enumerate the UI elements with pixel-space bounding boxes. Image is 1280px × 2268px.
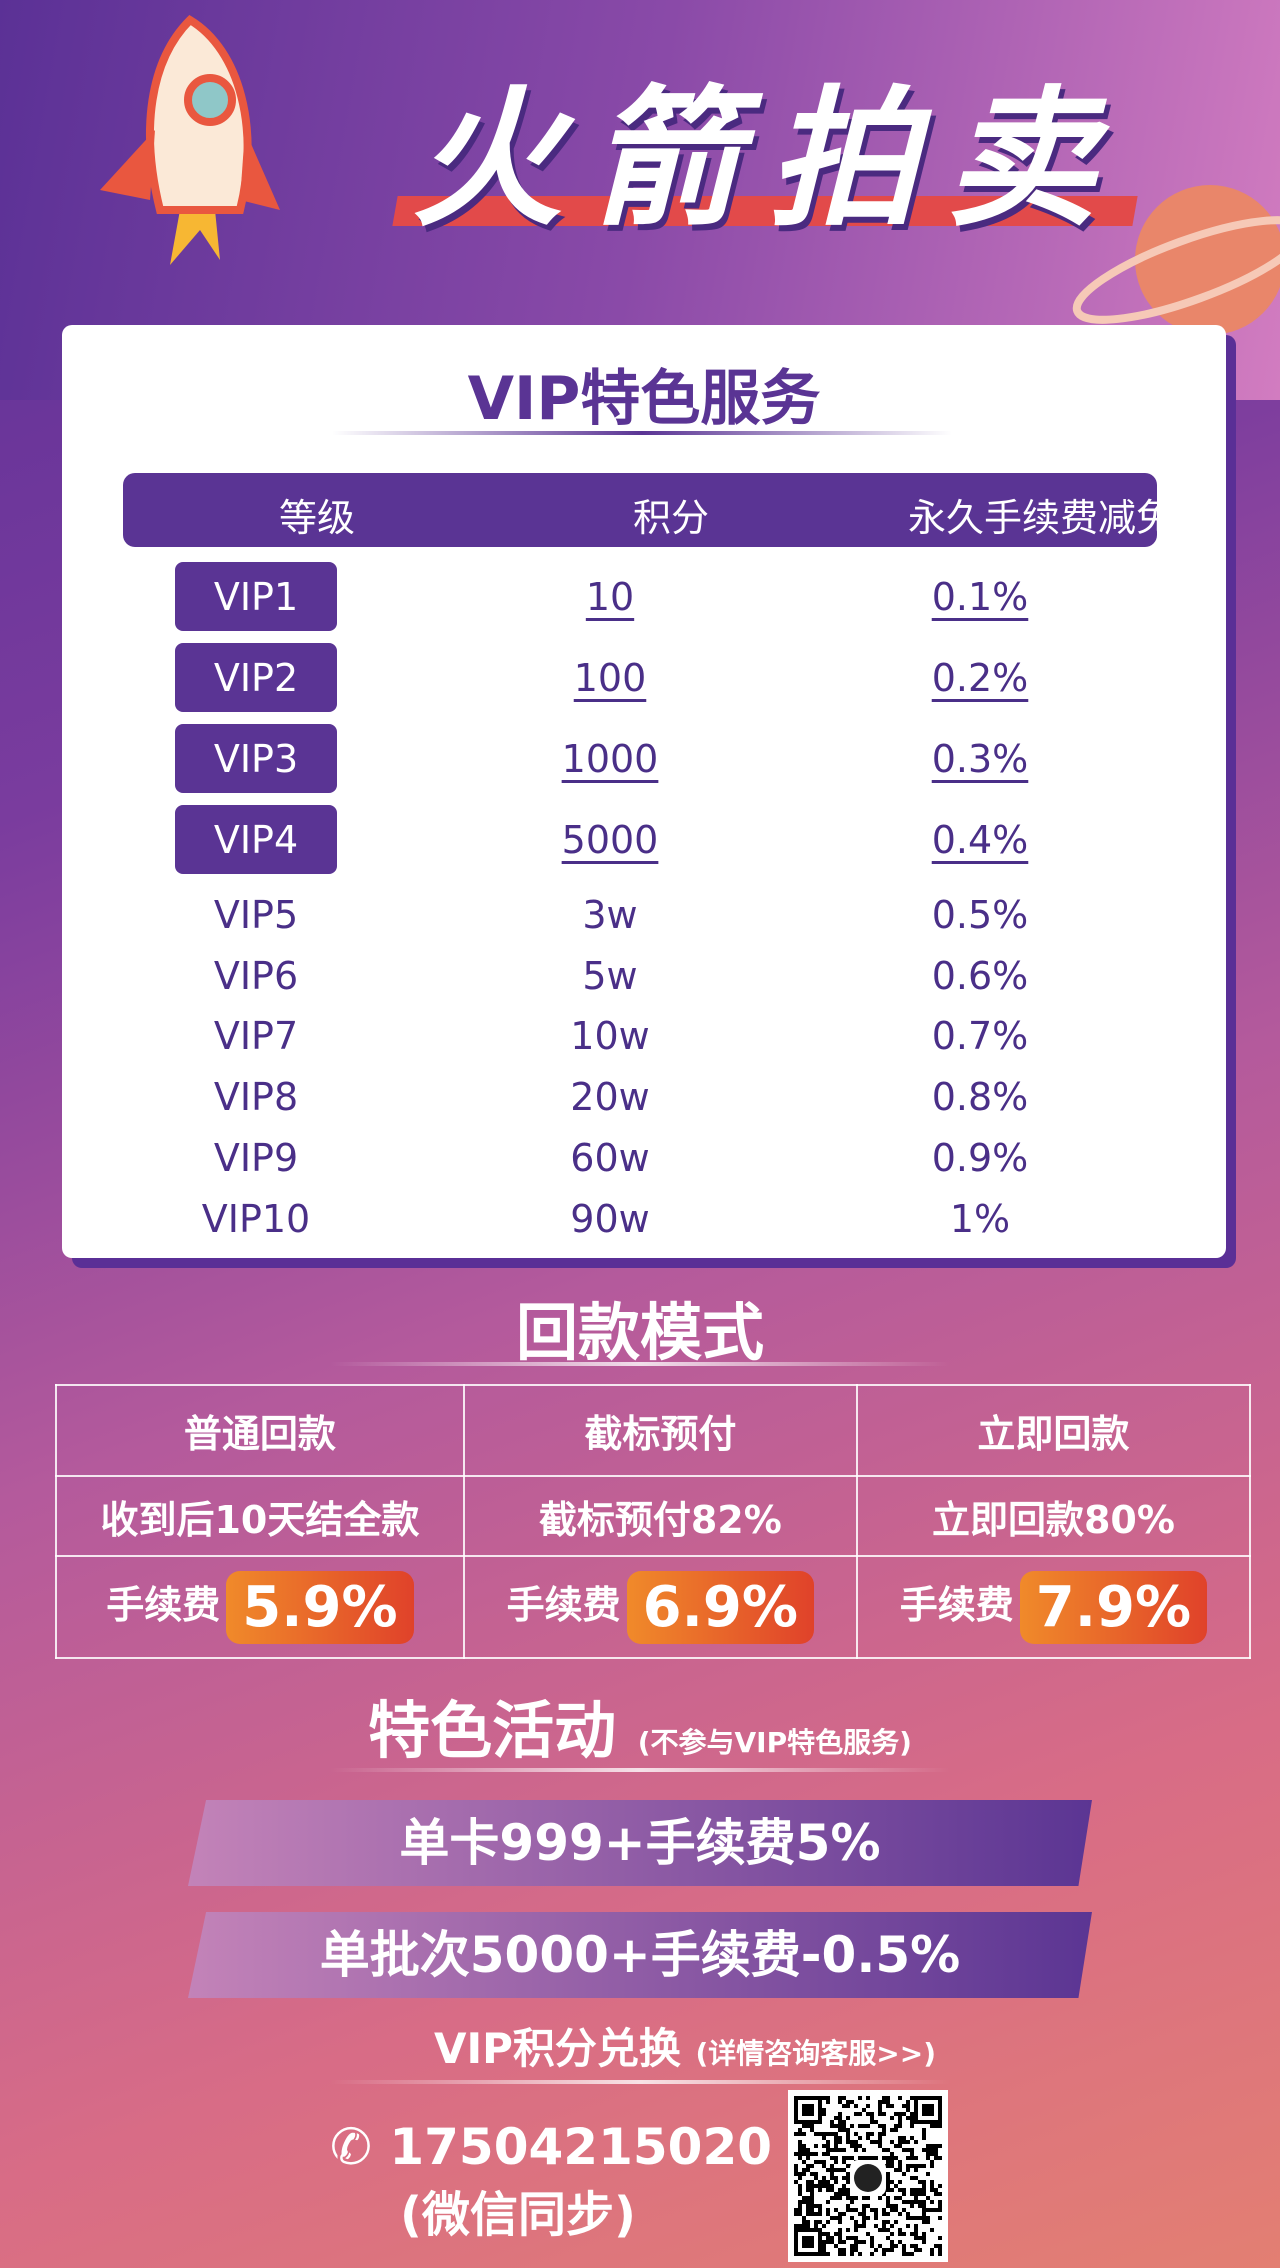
vip-level: VIP7	[213, 1014, 299, 1058]
vip-points: 10	[585, 575, 635, 619]
vip-discount: 0.1%	[931, 575, 1029, 619]
exchange-label: VIP积分兑换	[433, 2024, 681, 2073]
activity-note: (不参与VIP特色服务)	[637, 1726, 912, 1759]
vip-discount: 0.3%	[931, 737, 1029, 781]
fee-badge: 5.9%	[226, 1570, 414, 1644]
vip-points: 20w	[570, 1075, 650, 1119]
mode-desc: 立即回款80%	[855, 1475, 1252, 1557]
fee-label: 手续费	[506, 1582, 621, 1627]
phone-row: ✆ 17504215020	[330, 2118, 772, 2176]
phone-icon: ✆	[330, 2118, 372, 2176]
vip-level: VIP3	[175, 724, 337, 793]
vip-row: VIP10 90w 1%	[62, 1184, 1226, 1254]
divider	[330, 1362, 950, 1366]
vip-discount: 0.6%	[931, 954, 1029, 998]
payback-title: 回款模式	[515, 1296, 764, 1369]
vip-level: VIP2	[175, 643, 337, 712]
activity-banner: 单卡999+手续费5%	[188, 1800, 1092, 1886]
vip-discount: 0.4%	[931, 818, 1029, 862]
vip-row: VIP7 10w 0.7%	[62, 1001, 1226, 1071]
divider	[330, 2080, 950, 2084]
fee-label: 手续费	[106, 1582, 221, 1627]
exchange-row: VIP积分兑换 (详情咨询客服>>)	[0, 2015, 1280, 2076]
mode-desc: 收到后10天结全款	[55, 1475, 465, 1557]
vip-level: VIP4	[175, 805, 337, 874]
vip-title: VIP特色服务	[467, 364, 821, 434]
vip-level: VIP6	[213, 954, 299, 998]
vip-discount: 0.8%	[931, 1075, 1029, 1119]
vip-row: VIP5 3w 0.5%	[62, 880, 1226, 950]
vip-level: VIP10	[201, 1197, 311, 1241]
vip-discount: 0.2%	[931, 656, 1029, 700]
payback-table: 普通回款 截标预付 立即回款 收到后10天结全款 截标预付82% 立即回款80% 手续费…	[55, 1384, 1252, 1659]
planet-icon	[1072, 185, 1280, 335]
vip-points: 5w	[582, 954, 638, 998]
mode-desc: 截标预付82%	[462, 1475, 858, 1557]
vip-level: VIP1	[175, 562, 337, 631]
fee-label: 手续费	[899, 1582, 1014, 1627]
exchange-note: (详情咨询客服>>)	[695, 2037, 937, 2070]
vip-level: VIP5	[213, 893, 299, 937]
fee-badge: 6.9%	[626, 1570, 814, 1644]
vip-row: VIP9 60w 0.9%	[62, 1123, 1226, 1193]
rocket-icon	[100, 14, 280, 265]
vip-points: 100	[573, 656, 647, 700]
vip-discount: 0.7%	[931, 1014, 1029, 1058]
vip-discount: 0.5%	[931, 893, 1029, 937]
phone-number[interactable]: 17504215020	[389, 2118, 773, 2176]
vip-points: 60w	[570, 1136, 650, 1180]
activity-banner: 单批次5000+手续费-0.5%	[188, 1912, 1092, 1998]
page-title: 火箭拍卖	[412, 73, 1125, 247]
vip-discount: 0.9%	[931, 1136, 1029, 1180]
vip-points: 3w	[582, 893, 638, 937]
qr-code	[788, 2090, 948, 2262]
fee-badge: 7.9%	[1019, 1570, 1208, 1644]
vip-points: 10w	[570, 1014, 650, 1058]
vip-level: VIP9	[213, 1136, 299, 1180]
vip-row: VIP2 100 0.2%	[62, 643, 1226, 713]
header-points: 积分	[632, 496, 710, 540]
vip-row: VIP8 20w 0.8%	[62, 1062, 1226, 1132]
vip-points: 5000	[561, 818, 659, 862]
vip-points: 1000	[561, 737, 659, 781]
header-discount: 永久手续费减免	[907, 496, 1175, 540]
vip-level: VIP8	[213, 1075, 299, 1119]
vip-row: VIP3 1000 0.3%	[62, 724, 1226, 794]
divider	[332, 431, 952, 435]
vip-row: VIP4 5000 0.4%	[62, 805, 1226, 875]
vip-service-card: VIP特色服务 等级 积分 永久手续费减免 VIP1 10 0.1% VIP2 100 0…	[62, 325, 1226, 1258]
mode-name: 截标预付	[462, 1384, 858, 1477]
qr-code-icon	[794, 2096, 942, 2256]
vip-row: VIP1 10 0.1%	[62, 562, 1226, 632]
activity-heading: 特色活动 (不参与VIP特色服务)	[0, 1680, 1280, 1770]
vip-points: 90w	[570, 1197, 650, 1241]
activity-title: 特色活动	[368, 1694, 617, 1767]
header-level: 等级	[278, 496, 356, 540]
vip-row: VIP6 5w 0.6%	[62, 941, 1226, 1011]
divider	[330, 1768, 950, 1772]
wechat-note: (微信同步)	[400, 2187, 636, 2243]
mode-name: 普通回款	[55, 1384, 465, 1477]
vip-table-header: 等级 积分 永久手续费减免	[123, 473, 1174, 547]
vip-discount: 1%	[949, 1197, 1011, 1241]
mode-name: 立即回款	[855, 1384, 1252, 1477]
